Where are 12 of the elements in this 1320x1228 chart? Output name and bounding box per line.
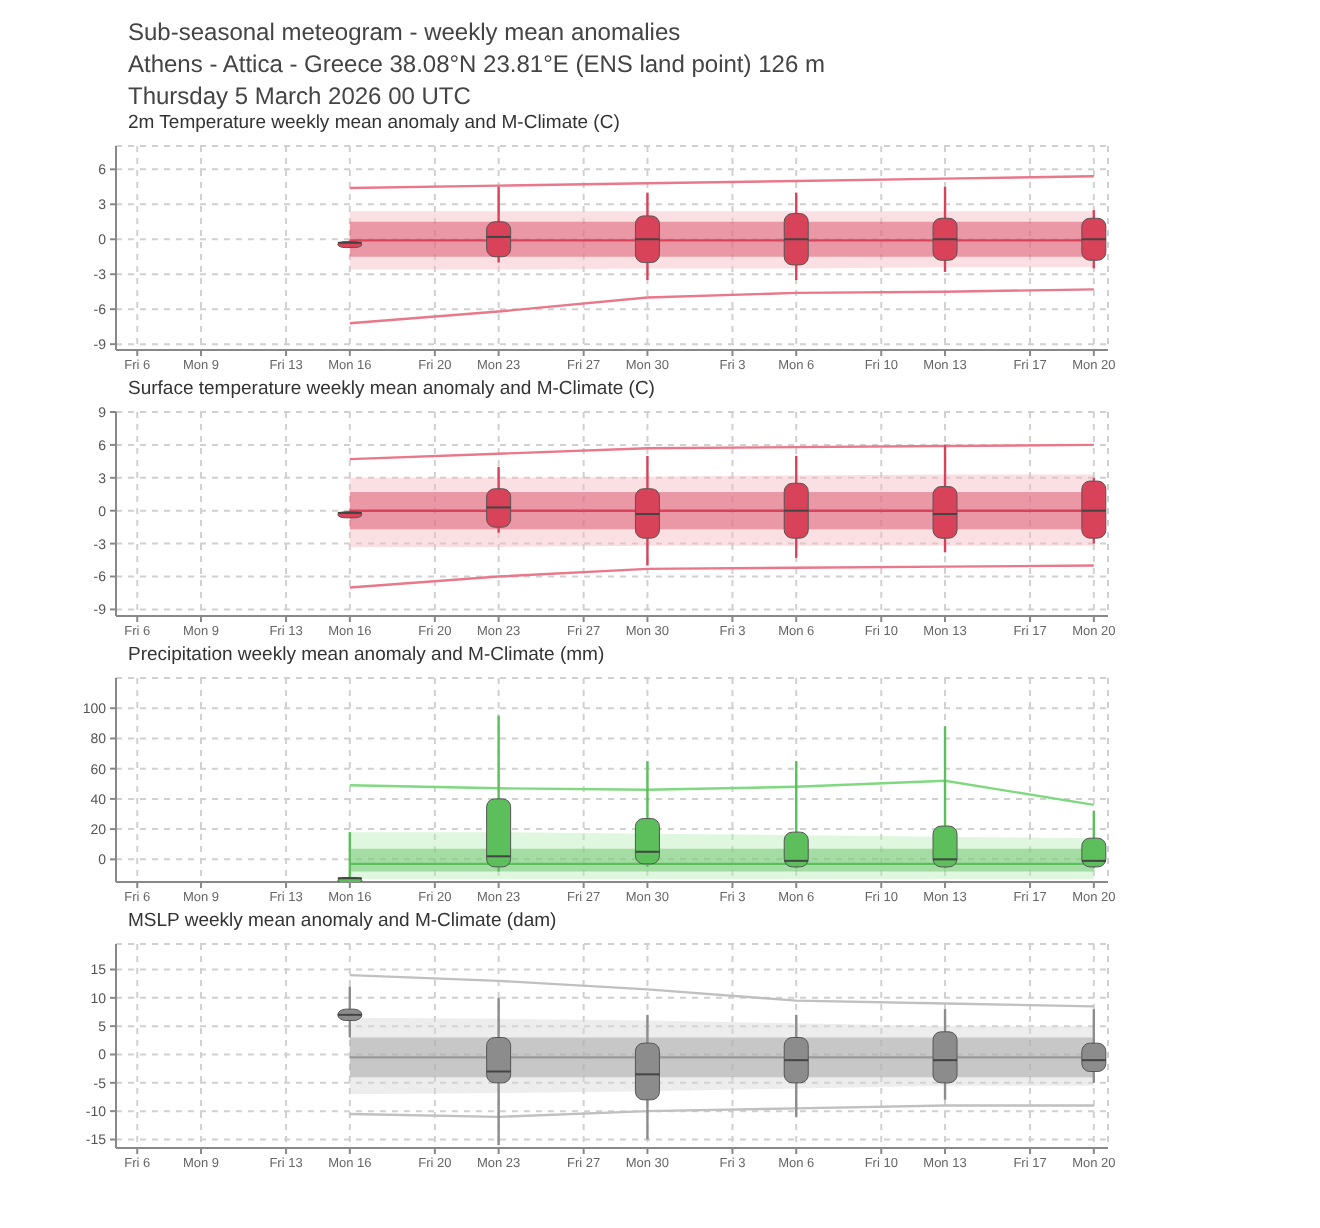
chart-title: Precipitation weekly mean anomaly and M-Climate (mm) [126,644,607,670]
line-series [348,288,1096,325]
chart-title: MSLP weekly mean anomaly and M-Climate (dam) [126,910,559,936]
text: Athens - Attica - Greece 38.08°N 23.81°E (ENS land point) 126 m [128,48,827,80]
line-series [348,779,1096,807]
line-series [348,973,1096,1008]
text: Sub-seasonal meteogram - weekly mean anomalies [128,16,683,48]
text: Thursday 5 March 2026 00 UTC [128,80,473,112]
chart-title: 2m Temperature weekly mean anomaly and M-Climate (C) [126,112,622,138]
line-series [348,564,1096,589]
line-series [348,443,1096,461]
chart-title: Surface temperature weekly mean anomaly and M-Climate (C) [126,378,657,404]
